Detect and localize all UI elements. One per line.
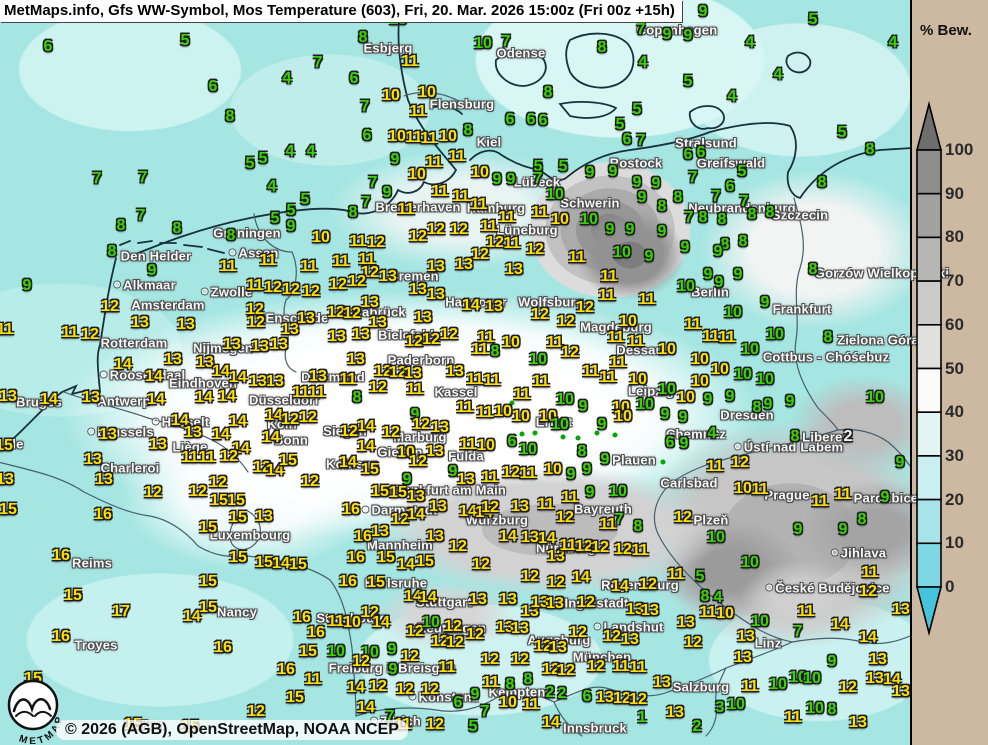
cloud-shading: [120, 420, 380, 570]
legend-tick: 40: [945, 402, 964, 422]
legend-segment: [916, 192, 942, 239]
legend-tick: 50: [945, 358, 964, 378]
legend-segment: [916, 149, 942, 195]
cloud-shading-dark: [575, 210, 685, 300]
legend-segment: [916, 367, 942, 414]
legend-tick: 90: [945, 183, 964, 203]
legend-segment: [916, 236, 942, 282]
legend-title: % Bew.: [920, 22, 972, 39]
legend-tick: 30: [945, 445, 964, 465]
legend-tick: 80: [945, 227, 964, 247]
cloud-cover-colorbar: [915, 100, 943, 637]
legend-tick: 0: [945, 577, 955, 596]
legend-tick: 60: [945, 314, 964, 334]
cloud-shading-gray: [380, 465, 720, 595]
copyright-text: © 2026 (AGB), OpenStreetMap, NOAA NCEP: [56, 720, 408, 740]
legend-segment: [916, 455, 942, 501]
legend-tick: 100: [945, 140, 974, 159]
cloud-shading: [700, 170, 930, 330]
legend-tick: 70: [945, 271, 964, 291]
metmaps-logo: METMAPS: [0, 678, 63, 744]
legend-segment: [916, 498, 942, 545]
legend-segment: [916, 280, 942, 326]
map-title: MetMaps.info, Gfs WW-Symbol, Mos Tempera…: [0, 0, 682, 22]
map-borders: [0, 0, 910, 737]
cloud-shading-gray: [375, 580, 515, 650]
legend-tick: 20: [945, 489, 964, 509]
cloud-shading-gray: [740, 560, 860, 640]
legend-segment: [916, 411, 942, 457]
legend-segment: [916, 542, 942, 588]
legend-tick: 10: [945, 533, 964, 553]
legend-segment: [916, 324, 942, 370]
